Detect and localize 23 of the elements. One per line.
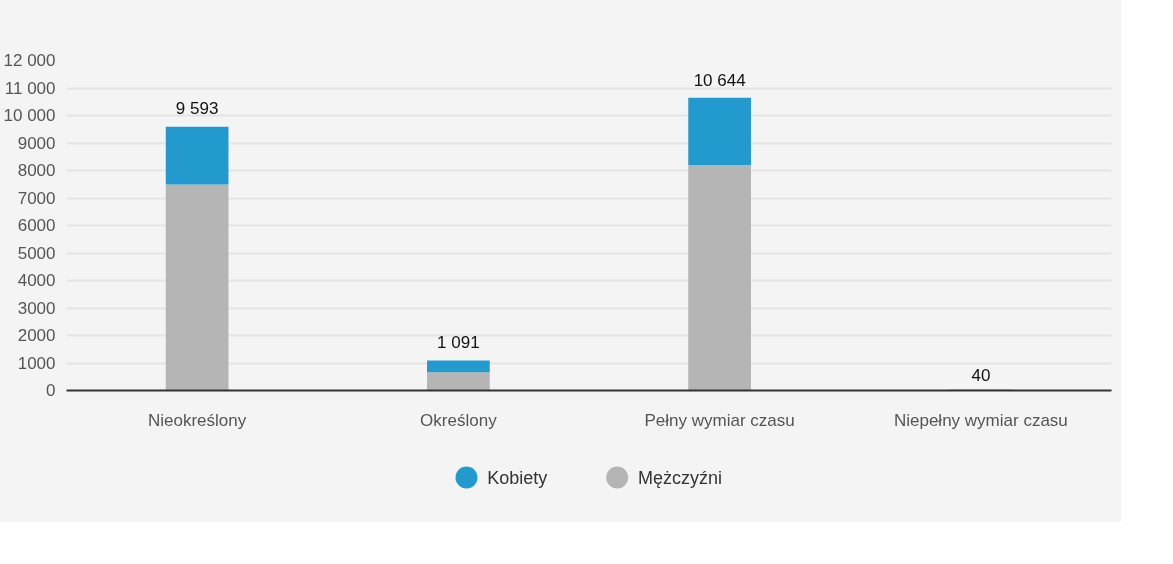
total-label: 9 593 <box>175 99 219 119</box>
y-tick-label: 10 000 <box>3 106 56 125</box>
y-tick-label: 1000 <box>17 353 56 373</box>
total-label: 40 <box>971 366 991 386</box>
y-tick-label: 2000 <box>17 326 56 345</box>
y-tick-label: 3000 <box>17 298 56 318</box>
x-tick-label: Niepełny wymiar czasu <box>893 410 1068 430</box>
y-tick-label: 7000 <box>17 188 56 208</box>
y-tick-label: 12 000 <box>3 51 56 70</box>
total-label: 10 644 <box>693 70 746 90</box>
y-tick-label: 0 <box>46 381 56 400</box>
y-tick-label: 11 000 <box>4 78 56 98</box>
legend-label: Mężczyźni <box>637 467 722 488</box>
y-tick-label: 5000 <box>17 243 56 263</box>
legend-label: Kobiety <box>487 467 548 488</box>
total-label: 1 091 <box>437 333 480 353</box>
y-tick-label: 8000 <box>17 161 56 180</box>
y-tick-label: 6000 <box>17 216 56 235</box>
y-tick-label: 9000 <box>17 133 56 153</box>
x-tick-label: Pełny wymiar czasu <box>644 410 795 430</box>
x-tick-label: Określony <box>420 410 498 430</box>
x-tick-label: Nieokreślony <box>147 410 247 430</box>
y-tick-label: 4000 <box>17 271 56 290</box>
